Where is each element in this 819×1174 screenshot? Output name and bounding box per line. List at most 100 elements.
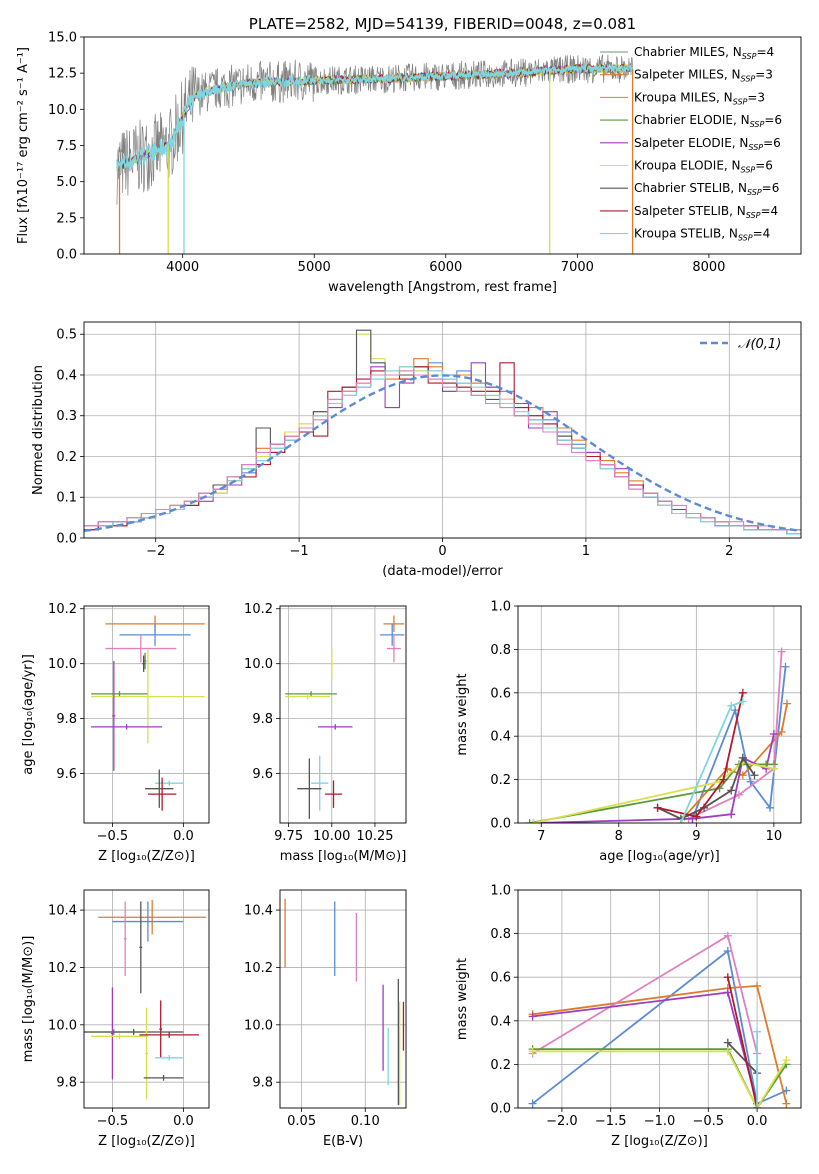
legend-label: Chabrier MILES, NSSP=4: [634, 45, 774, 61]
mass-weight-marker: [727, 810, 736, 819]
plot-area: [528, 931, 791, 1108]
mass-weight-marker: [734, 790, 743, 799]
mass-weight-marker: [738, 753, 747, 762]
legend-label: Kroupa MILES, NSSP=3: [634, 90, 765, 106]
panel-mass-vs-z: −0.5 0.0 9.8 10.0 10.2 10.4 Z [log₁₀(Z/Z⊙)] mas…: [21, 889, 210, 1149]
mass-weight-marker: [782, 1099, 791, 1108]
y-tick-label: 0.8: [490, 927, 511, 942]
y-tick-label: 9.6: [56, 767, 77, 782]
x-tick-label: 0.0: [747, 1114, 768, 1129]
y-axis-label: Flux [fλ10⁻¹⁷ erg cm⁻² s⁻¹ A⁻¹]: [16, 47, 31, 244]
plot-area: [116, 53, 634, 254]
mass-weight-marker: [765, 803, 774, 812]
mass-weight-marker: [719, 775, 728, 784]
plot-area: [525, 647, 792, 823]
model-spectrum-main: [116, 63, 634, 174]
y-tick-label: 10.0: [48, 1018, 77, 1033]
y-tick-label: 9.8: [252, 712, 273, 727]
mass-weight-marker: [731, 706, 740, 715]
mass-weight-marker: [753, 981, 762, 990]
axes-frame: [83, 36, 802, 255]
mass-weight-line: [657, 692, 744, 818]
y-tick-label: 0.0: [56, 248, 77, 263]
mass-weight-marker: [727, 786, 736, 795]
axes-frame: [279, 889, 407, 1109]
x-tick-label: 0.0: [173, 829, 194, 844]
y-tick-label: 0.0: [56, 532, 77, 547]
axes-frame: [517, 605, 802, 824]
mass-weight-marker: [723, 1038, 732, 1047]
y-tick-label: 0.1: [56, 491, 77, 506]
y-tick-label: 12.5: [48, 67, 77, 82]
y-tick-label: 0.6: [490, 686, 511, 701]
x-axis-label: Z [log₁₀(Z/Z⊙)]: [98, 849, 195, 864]
mass-weight-marker: [750, 771, 759, 780]
x-axis-label: Z [log₁₀(Z/Z⊙)]: [611, 1134, 708, 1149]
x-tick-label: −0.5: [97, 1114, 129, 1129]
mass-weight-line: [533, 733, 775, 823]
x-tick-label: 10.00: [313, 829, 350, 844]
mass-weight-marker: [777, 647, 786, 656]
mass-weight-marker: [738, 771, 747, 780]
x-tick-label: 8000: [692, 260, 725, 275]
x-tick-label: 7000: [561, 260, 594, 275]
y-tick-label: 10.2: [48, 602, 77, 617]
axes-frame: [517, 889, 802, 1109]
x-tick-label: 0.05: [287, 1114, 316, 1129]
mass-weight-line: [688, 651, 783, 820]
plot-area: [285, 615, 405, 819]
x-tick-label: 0.10: [351, 1114, 380, 1129]
mass-weight-marker: [723, 973, 732, 982]
mass-weight-marker: [676, 819, 685, 823]
y-tick-label: 1.0: [490, 600, 511, 615]
mass-weight-marker: [738, 688, 747, 697]
x-axis-label: Z [log₁₀(Z/Z⊙)]: [98, 1134, 195, 1149]
axes-frame: [83, 889, 210, 1109]
y-axis-label: mass [log₁₀(M/M⊙)]: [21, 936, 36, 1063]
x-tick-label: 7: [537, 829, 545, 844]
x-tick-label: 9: [692, 829, 700, 844]
x-tick-label: −0.5: [97, 829, 129, 844]
legend-label: Kroupa STELIB, NSSP=4: [634, 227, 770, 243]
y-tick-label: 10.2: [48, 961, 77, 976]
mass-weight-marker: [769, 764, 778, 773]
y-tick-label: 0.0: [490, 1102, 511, 1117]
x-tick-label: −1.0: [644, 1114, 676, 1129]
y-tick-label: 2.5: [56, 211, 77, 226]
mass-weight-marker: [727, 701, 736, 710]
axes-frame: [279, 605, 407, 824]
mass-weight-marker: [781, 662, 790, 671]
y-tick-label: 0.6: [490, 971, 511, 986]
mass-weight-line: [726, 977, 758, 1108]
mass-weight-marker: [723, 1047, 732, 1056]
x-tick-label: −2: [146, 544, 165, 559]
chart-title: PLATE=2582, MJD=54139, FIBERID=0048, z=0…: [249, 15, 636, 33]
x-axis-label: age [log₁₀(age/yr)]: [599, 849, 720, 864]
x-tick-label: 5000: [298, 260, 331, 275]
mass-weight-marker: [692, 812, 701, 821]
axes-frame: [83, 321, 802, 539]
mass-weight-marker: [723, 931, 732, 940]
mass-weight-marker: [753, 1027, 762, 1036]
y-tick-label: 10.2: [244, 602, 273, 617]
x-tick-label: 0: [438, 544, 446, 559]
y-tick-label: 9.8: [56, 1076, 77, 1091]
x-tick-label: 10.25: [356, 829, 393, 844]
y-tick-label: 0.4: [56, 368, 77, 383]
y-tick-label: 10.2: [244, 961, 273, 976]
y-axis-label: Normed distribution: [31, 365, 46, 495]
mass-weight-line: [532, 949, 787, 1105]
x-tick-label: −1.5: [595, 1114, 627, 1129]
y-tick-label: 0.4: [490, 1014, 511, 1029]
mass-weight-marker: [783, 699, 792, 708]
y-tick-label: 5.0: [56, 175, 77, 190]
legend-label: Salpeter ELODIE, NSSP=6: [634, 136, 781, 152]
legend-label: Chabrier STELIB, NSSP=6: [634, 181, 779, 197]
x-tick-label: −0.5: [693, 1114, 725, 1129]
y-tick-label: 10.0: [48, 657, 77, 672]
y-tick-label: 0.4: [490, 730, 511, 745]
mass-weight-line: [657, 755, 756, 820]
panel-weight-vs-age: 7 8 9 10 0.0 0.2 0.4 0.6 0.8 1.0 age [log₁₀(age/yr…: [455, 600, 802, 864]
y-tick-label: 10.4: [48, 904, 77, 919]
axes-frame: [83, 605, 210, 824]
